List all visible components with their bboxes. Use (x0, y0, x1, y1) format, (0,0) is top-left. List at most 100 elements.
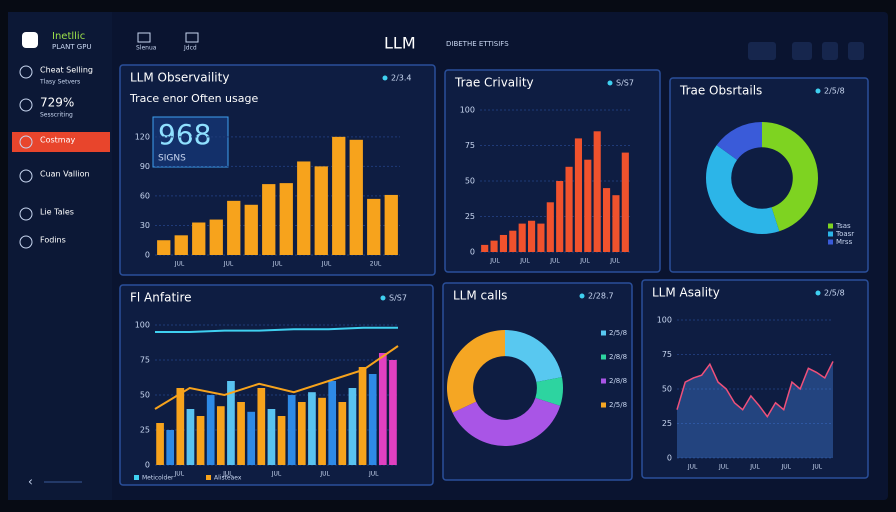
bar (328, 381, 337, 465)
legend-label: Meticolder (142, 475, 174, 482)
bar (186, 409, 195, 465)
bar (518, 223, 526, 252)
panel-subtitle: Trace enor Often usage (129, 92, 258, 105)
y-tick-label: 30 (140, 221, 150, 230)
x-tick-label: JUL (687, 464, 698, 471)
bar (499, 234, 507, 252)
legend-label: 2/5/8 (609, 329, 627, 337)
x-tick-label: JUL (222, 471, 233, 478)
nav-label[interactable]: Costmay (40, 136, 75, 145)
legend-swatch (601, 354, 606, 360)
icon-button[interactable] (822, 42, 838, 60)
donut-slice (447, 330, 505, 413)
bar (156, 423, 164, 465)
bar (574, 138, 582, 252)
panel-badge: S/S7 (616, 79, 634, 88)
x-tick-label: JUL (174, 471, 185, 478)
y-tick-label: 0 (470, 248, 475, 257)
x-tick-label: JUL (321, 261, 332, 268)
bar (237, 402, 245, 465)
bar (348, 388, 357, 465)
nav-icon (19, 65, 33, 79)
bar (612, 195, 620, 252)
logo (22, 32, 38, 48)
x-tick-label: JUL (519, 258, 530, 265)
bar (166, 430, 175, 465)
donut-slice (716, 122, 762, 160)
nav-label[interactable]: Fodins (40, 236, 66, 245)
sidebar (8, 12, 112, 500)
nav-label[interactable]: 729% (40, 96, 74, 110)
legend-label: Mrss (836, 238, 853, 246)
tab-label[interactable]: Jdcd (183, 45, 197, 52)
bar (314, 166, 328, 255)
bar (277, 416, 286, 465)
bar (267, 409, 276, 465)
header-subtitle: DIBETHE ETTISIFS (446, 40, 509, 48)
bar (216, 406, 225, 465)
bar (528, 220, 536, 252)
x-tick-label: JUL (609, 258, 620, 265)
line-series (154, 345, 399, 410)
area-line (676, 361, 834, 418)
nav-label[interactable]: Cuan Vallion (40, 170, 90, 179)
panel-badge: 2/5/8 (824, 289, 845, 298)
bar (621, 152, 629, 252)
nav-label[interactable]: Cheat Selling (40, 66, 93, 75)
y-tick-label: 75 (662, 350, 672, 359)
icon-button[interactable] (848, 42, 864, 60)
panel-badge: 2/28.7 (588, 292, 614, 301)
bar (206, 395, 215, 465)
tab-label[interactable]: Slenua (136, 45, 157, 52)
bar (297, 402, 306, 465)
bar (509, 230, 517, 252)
brand-sub: PLANT GPU (52, 43, 92, 51)
x-tick-label: JUL (174, 261, 185, 268)
bar (192, 222, 206, 255)
bar (338, 402, 347, 465)
y-tick-label: 50 (662, 385, 672, 394)
x-tick-label: JUL (749, 464, 760, 471)
donut-slice (452, 397, 561, 446)
bar (257, 388, 266, 465)
x-tick-label: JUL (579, 258, 590, 265)
panel-badge: S/S7 (389, 294, 407, 303)
legend-label: Tsas (835, 222, 851, 230)
x-tick-label: JUL (271, 471, 282, 478)
badge-dot (579, 293, 585, 299)
bar (593, 131, 601, 252)
tab-icon (137, 32, 151, 43)
icon-button[interactable] (748, 42, 776, 60)
bar (603, 188, 611, 252)
kpi-box (152, 116, 229, 168)
donut-slice (505, 330, 562, 383)
legend-label: Alisteaex (214, 475, 242, 482)
donut-slice (535, 377, 563, 406)
bar (537, 223, 545, 252)
x-tick-label: JUL (319, 471, 330, 478)
y-tick-label: 75 (140, 356, 150, 365)
x-tick-label: 2UL (370, 261, 382, 268)
x-tick-label: JUL (223, 261, 234, 268)
kpi: 968 (158, 118, 211, 151)
panel-title: LLM Observaility (130, 71, 229, 85)
bar (227, 381, 235, 465)
y-tick-label: 0 (667, 454, 672, 463)
bar (384, 194, 398, 255)
badge-dot (815, 290, 821, 296)
nav-icon (19, 98, 33, 112)
panel (641, 279, 869, 479)
bar (176, 388, 185, 465)
nav-sub: Tlasy Setvers (39, 79, 80, 86)
legend-swatch (134, 475, 139, 480)
collapse[interactable]: ‹ (28, 475, 33, 489)
badge-dot (380, 295, 386, 301)
bar (279, 183, 293, 255)
nav-active (12, 132, 110, 152)
nav-label[interactable]: Lie Tales (40, 208, 74, 217)
legend-swatch (828, 223, 833, 229)
icon-button[interactable] (792, 42, 812, 60)
nav-icon (19, 135, 33, 149)
bar (389, 360, 397, 465)
